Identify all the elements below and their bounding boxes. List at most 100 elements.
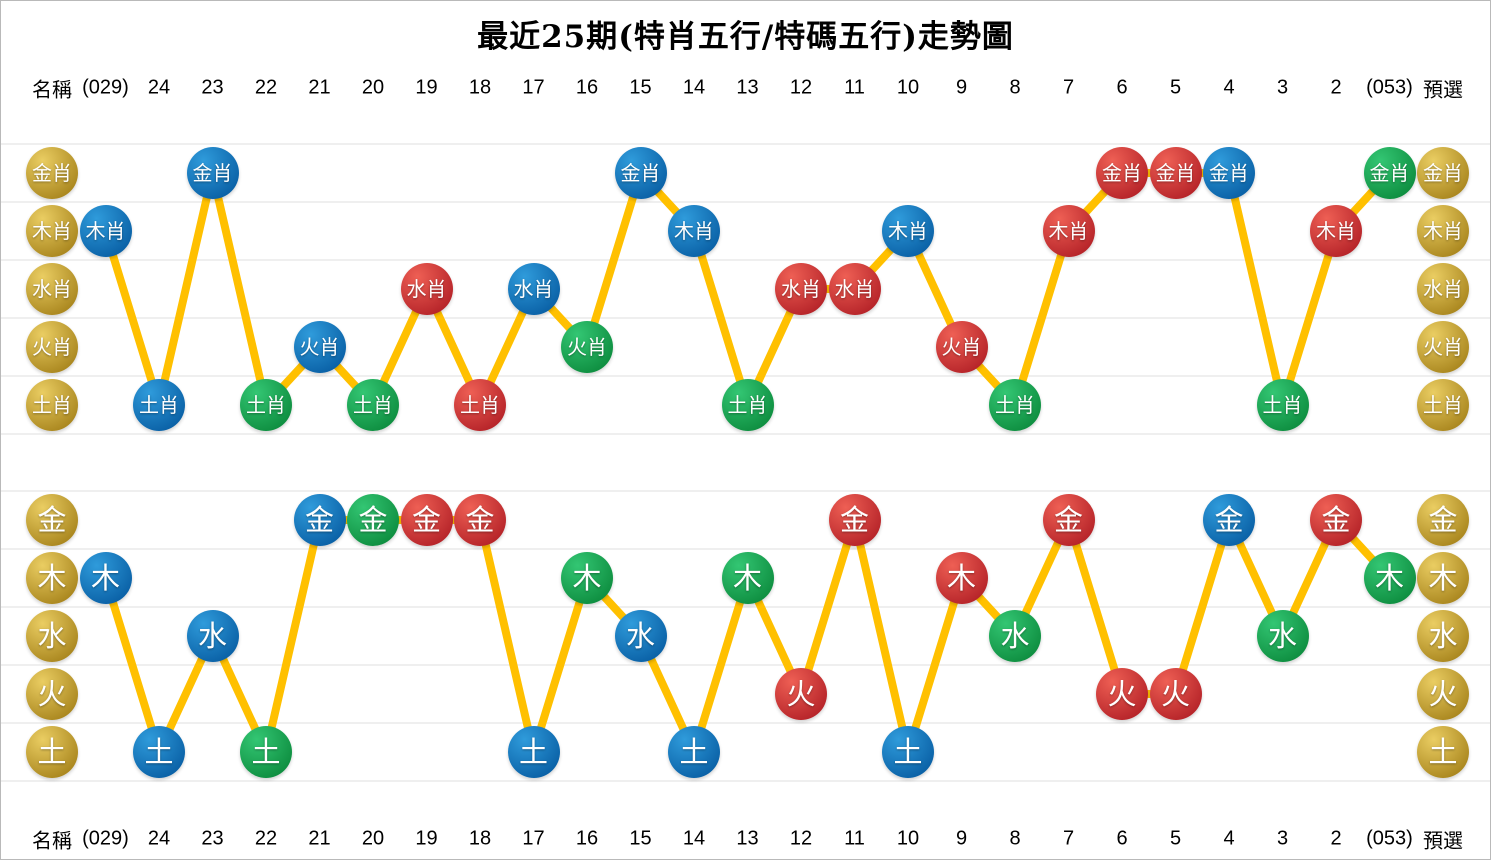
footer-label-1: (029) bbox=[82, 827, 129, 850]
header-label-20: 6 bbox=[1116, 76, 1128, 99]
page-title: 最近25期(特肖五行/特碼五行)走勢圖 bbox=[477, 19, 1014, 55]
axis-left-金: 金 bbox=[26, 494, 78, 546]
header-label-17: 9 bbox=[955, 76, 968, 99]
point-10-土: 土 bbox=[882, 726, 934, 778]
point-13-土肖: 土肖 bbox=[721, 379, 774, 431]
footer-label-13: 13 bbox=[736, 827, 759, 850]
point-(029)-木: 木 bbox=[79, 552, 132, 604]
footer-label-18: 8 bbox=[1009, 827, 1021, 850]
header-label-23: 3 bbox=[1276, 76, 1289, 99]
point-7-金: 金 bbox=[1042, 494, 1095, 546]
point-12-水肖: 水肖 bbox=[775, 263, 827, 315]
gridline bbox=[1, 780, 1490, 782]
point-8-土肖: 土肖 bbox=[989, 379, 1041, 431]
header-label-3: 23 bbox=[201, 76, 224, 99]
point-11-水肖: 水肖 bbox=[828, 263, 881, 315]
point-5-火: 火 bbox=[1149, 668, 1202, 720]
footer-label-24: 2 bbox=[1330, 827, 1342, 850]
header-label-10: 16 bbox=[575, 76, 599, 99]
header-label-1: (029) bbox=[82, 76, 129, 99]
header-label-6: 20 bbox=[361, 76, 385, 99]
header-label-22: 4 bbox=[1223, 76, 1235, 99]
point-12-火: 火 bbox=[775, 668, 827, 720]
point-9-火肖: 火肖 bbox=[935, 321, 988, 373]
point-(053)-金肖: 金肖 bbox=[1363, 147, 1416, 199]
header-label-26: 預選 bbox=[1423, 79, 1463, 102]
point-21-火肖: 火肖 bbox=[293, 321, 346, 373]
axis-right-水肖: 水肖 bbox=[1417, 263, 1469, 315]
gridline bbox=[1, 433, 1490, 435]
footer-label-16: 10 bbox=[896, 827, 920, 850]
axis-left-木肖: 木肖 bbox=[26, 205, 78, 257]
point-9-木: 木 bbox=[935, 552, 988, 604]
footer-label-4: 22 bbox=[254, 827, 278, 850]
axis-left-火肖: 火肖 bbox=[26, 321, 78, 373]
trend-line bbox=[101, 169, 1394, 409]
point-21-金: 金 bbox=[293, 494, 346, 546]
point-5-金肖: 金肖 bbox=[1149, 147, 1202, 199]
point-10-木肖: 木肖 bbox=[882, 205, 934, 257]
footer-label-0: 名稱 bbox=[32, 830, 72, 853]
footer-label-17: 9 bbox=[955, 827, 968, 850]
point-(053)-木: 木 bbox=[1363, 552, 1416, 604]
axis-left-火: 火 bbox=[26, 668, 78, 720]
header-label-4: 22 bbox=[254, 76, 278, 99]
point-23-金肖: 金肖 bbox=[186, 147, 239, 199]
gridline bbox=[1, 664, 1490, 666]
point-18-土肖: 土肖 bbox=[454, 379, 506, 431]
header-label-14: 12 bbox=[789, 76, 813, 99]
gridline bbox=[1, 722, 1490, 724]
gridline bbox=[1, 259, 1490, 261]
footer-label-15: 11 bbox=[844, 827, 865, 850]
header-label-24: 2 bbox=[1330, 76, 1342, 99]
point-24-土肖: 土肖 bbox=[133, 379, 185, 431]
gridline bbox=[1, 606, 1490, 608]
point-19-金: 金 bbox=[400, 494, 453, 546]
gridline bbox=[1, 490, 1490, 492]
point-19-水肖: 水肖 bbox=[400, 263, 453, 315]
header-label-15: 11 bbox=[844, 76, 865, 99]
footer-label-22: 4 bbox=[1223, 827, 1235, 850]
axis-right-火肖: 火肖 bbox=[1417, 321, 1469, 373]
point-20-金: 金 bbox=[347, 494, 399, 546]
point-14-土: 土 bbox=[668, 726, 720, 778]
gridline bbox=[1, 201, 1490, 203]
point-7-木肖: 木肖 bbox=[1042, 205, 1095, 257]
gridline bbox=[1, 375, 1490, 377]
footer-label-14: 12 bbox=[789, 827, 813, 850]
header-label-0: 名稱 bbox=[32, 79, 72, 102]
point-2-木肖: 木肖 bbox=[1310, 205, 1362, 257]
footer-label-11: 15 bbox=[629, 827, 652, 850]
header-label-12: 14 bbox=[682, 76, 706, 99]
footer-label-9: 17 bbox=[522, 827, 545, 850]
point-15-金肖: 金肖 bbox=[614, 147, 667, 199]
point-8-水: 水 bbox=[989, 610, 1041, 662]
footer-label-20: 6 bbox=[1116, 827, 1128, 850]
footer-label-7: 19 bbox=[415, 827, 438, 850]
point-23-水: 水 bbox=[186, 610, 239, 662]
header-label-21: 5 bbox=[1169, 76, 1182, 99]
axis-right-水: 水 bbox=[1417, 610, 1469, 662]
axis-right-火: 火 bbox=[1417, 668, 1469, 720]
axis-right-土: 土 bbox=[1417, 726, 1469, 778]
point-18-金: 金 bbox=[454, 494, 506, 546]
header-label-25: (053) bbox=[1366, 76, 1413, 99]
zodiac-five-elements-chart: 金肖 金肖 木肖 木肖 水肖 水肖 火肖 火肖 土肖 土肖 木肖 土肖 金肖 土肖 火肖 土肖 水肖 土肖 水肖 火肖… bbox=[1, 143, 1490, 435]
axis-right-金: 金 bbox=[1417, 494, 1469, 546]
point-16-木: 木 bbox=[561, 552, 613, 604]
point-6-火: 火 bbox=[1096, 668, 1148, 720]
axis-left-金肖: 金肖 bbox=[26, 147, 78, 199]
axis-left-土肖: 土肖 bbox=[26, 379, 78, 431]
point-6-金肖: 金肖 bbox=[1096, 147, 1148, 199]
header-label-13: 13 bbox=[736, 76, 759, 99]
axis-left-土: 土 bbox=[26, 726, 78, 778]
header-label-19: 7 bbox=[1062, 76, 1075, 99]
code-five-elements-chart: 金金木木水水火火土土木土水土金金金金土木水土木火金土木水金火火金水金木 bbox=[1, 490, 1490, 782]
point-4-金: 金 bbox=[1203, 494, 1255, 546]
footer-label-8: 18 bbox=[468, 827, 492, 850]
header-label-16: 10 bbox=[896, 76, 920, 99]
axis-right-金肖: 金肖 bbox=[1417, 147, 1469, 199]
point-13-木: 木 bbox=[721, 552, 774, 604]
point-15-水: 水 bbox=[614, 610, 667, 662]
